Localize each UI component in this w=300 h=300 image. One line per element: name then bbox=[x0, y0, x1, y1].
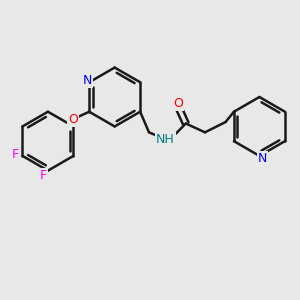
Text: NH: NH bbox=[156, 133, 175, 146]
Text: F: F bbox=[11, 148, 19, 161]
Text: F: F bbox=[40, 169, 47, 182]
Text: O: O bbox=[68, 112, 78, 126]
Text: N: N bbox=[83, 74, 92, 87]
Text: N: N bbox=[258, 152, 267, 165]
Text: O: O bbox=[173, 97, 183, 110]
